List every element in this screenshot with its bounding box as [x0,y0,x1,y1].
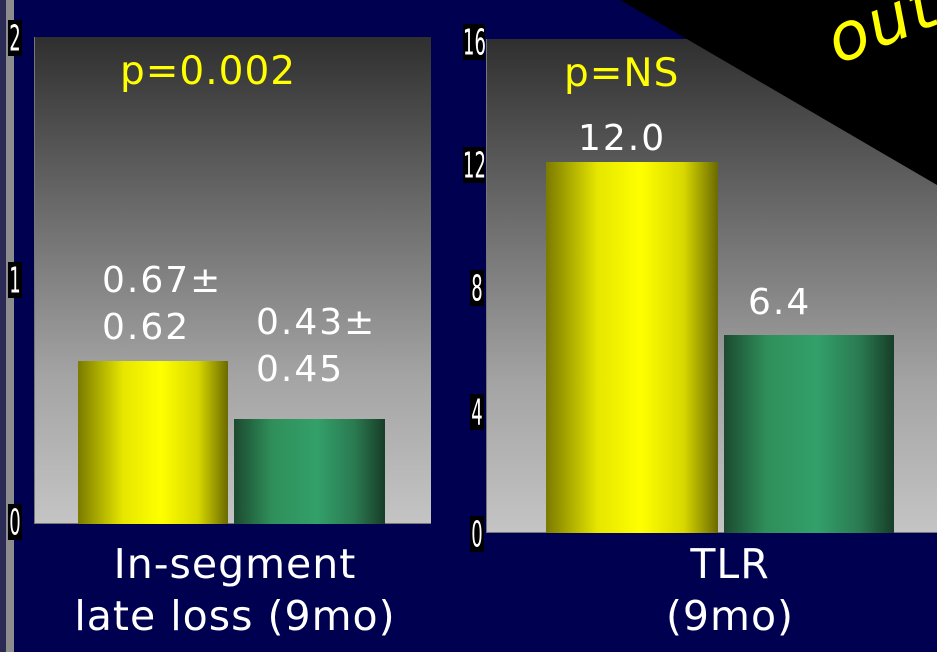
y-tick-label: 1 [8,258,22,302]
x-axis-caption-tlr: TLR (9mo) [665,540,795,640]
bar-green [234,419,385,524]
bar-value-label-yellow: 0.67± 0.62 [102,260,223,348]
bar-green [724,335,894,533]
p-value-annotation: p=NS [564,51,680,96]
bar-value-label-green: 6.4 [748,282,812,323]
x-axis-caption-late-loss: In-segment late loss (9mo) [74,540,396,640]
chart-tlr: p=NS 12.0 6.4 [486,39,937,533]
y-tick-label: 12 [463,143,486,187]
chart-late-loss: p=0.002 0.67± 0.62 0.43± 0.45 [34,37,431,524]
left-edge-strip [0,0,14,652]
bar-value-label-green: 0.43± 0.45 [256,302,377,390]
p-value-annotation: p=0.002 [120,49,297,94]
y-tick-label: 0 [8,500,22,544]
y-tick-label: 2 [8,16,22,60]
y-tick-label: 0 [470,512,484,556]
y-tick-label: 4 [470,390,484,434]
y-tick-label: 16 [463,20,486,64]
y-tick-label: 8 [470,266,484,310]
bar-yellow [78,361,228,524]
bar-yellow [546,162,718,533]
bar-value-label-yellow: 12.0 [578,118,667,159]
